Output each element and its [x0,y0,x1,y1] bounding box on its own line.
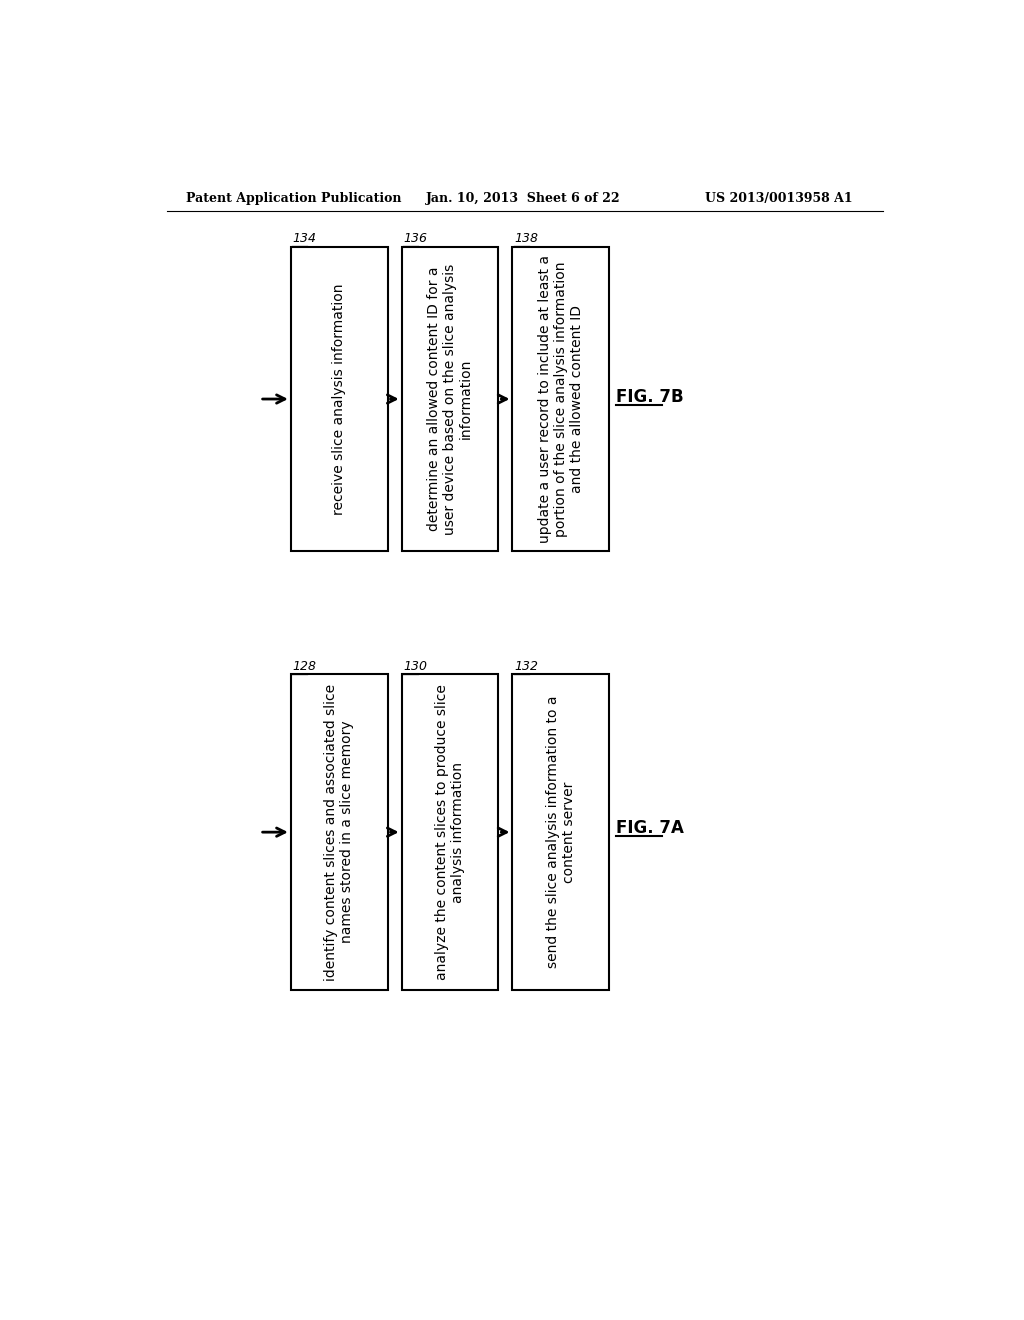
Text: send the slice analysis information to a
content server: send the slice analysis information to a… [546,696,575,969]
Text: Patent Application Publication: Patent Application Publication [186,191,401,205]
Text: US 2013/0013958 A1: US 2013/0013958 A1 [706,191,853,205]
Text: 134: 134 [292,232,316,246]
Text: Jan. 10, 2013  Sheet 6 of 22: Jan. 10, 2013 Sheet 6 of 22 [426,191,621,205]
Text: 130: 130 [403,660,427,673]
Text: 138: 138 [514,232,538,246]
Text: analyze the content slices to produce slice
analysis information: analyze the content slices to produce sl… [435,684,465,979]
Text: receive slice analysis information: receive slice analysis information [332,284,346,515]
Text: identify content slices and associated slice
names stored in a slice memory: identify content slices and associated s… [324,684,354,981]
Text: 132: 132 [514,660,538,673]
Text: 128: 128 [292,660,316,673]
Text: determine an allowed content ID for a
user device based on the slice analysis
in: determine an allowed content ID for a us… [427,264,473,535]
Text: FIG. 7A: FIG. 7A [616,820,684,837]
Text: update a user record to include at least a
portion of the slice analysis informa: update a user record to include at least… [538,255,584,543]
Text: 136: 136 [403,232,427,246]
Text: FIG. 7B: FIG. 7B [616,388,684,407]
